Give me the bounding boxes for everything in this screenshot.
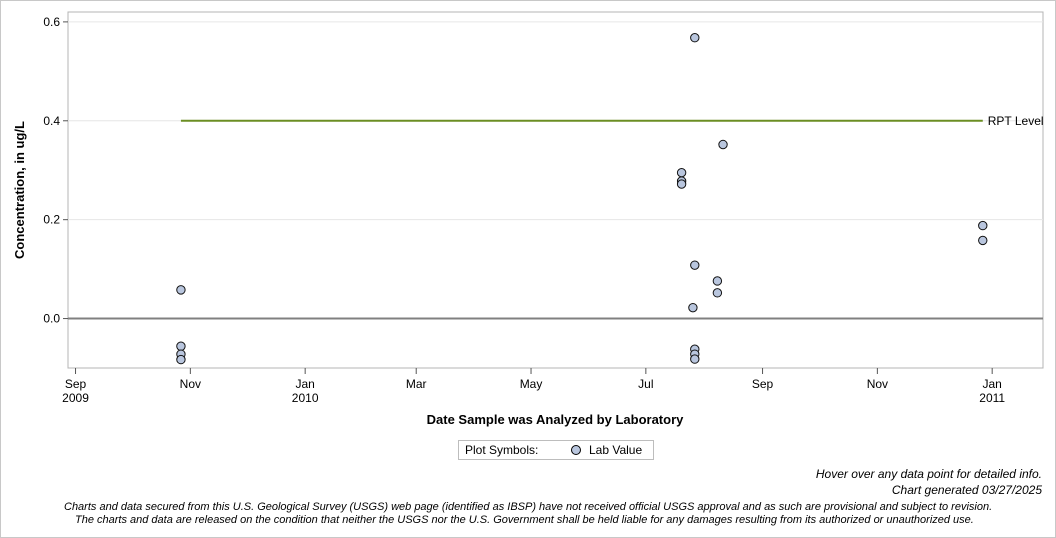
data-point	[978, 220, 988, 231]
generated-note: Chart generated 03/27/2025	[891, 483, 1042, 497]
x-tick-label: Jul	[638, 377, 653, 391]
data-point	[712, 276, 723, 286]
x-tick-label: Sep	[752, 377, 774, 391]
y-tick-label: 0.2	[43, 213, 60, 227]
data-point	[676, 167, 687, 178]
x-tick-label: Sep	[65, 377, 87, 391]
y-axis: 0.0 0.2 0.4 0.6	[43, 15, 68, 326]
disclaimer-line-2: The charts and data are released on the …	[75, 514, 974, 526]
data-point	[978, 235, 988, 246]
legend-marker-icon	[571, 445, 581, 455]
legend: Plot Symbols: Lab Value	[458, 440, 654, 460]
legend-title: Plot Symbols:	[465, 443, 539, 457]
legend-entry-lab-value: Lab Value	[589, 443, 643, 457]
x-tick-label: Nov	[180, 377, 201, 391]
data-point	[688, 302, 698, 313]
data-point	[676, 179, 687, 189]
y-tick-label: 0.4	[43, 114, 60, 128]
data-point	[690, 33, 700, 43]
data-point	[690, 260, 700, 270]
x-tick-label: Jan	[295, 377, 314, 391]
disclaimer-line-1: Charts and data secured from this U.S. G…	[64, 501, 993, 513]
reference-lines: RPT Level	[68, 114, 1044, 320]
x-axis-title: Date Sample was Analyzed by Laboratory	[427, 412, 684, 427]
data-point	[718, 139, 728, 150]
x-tick-label: Mar	[406, 377, 427, 391]
hover-note: Hover over any data point for detailed i…	[815, 467, 1042, 481]
plot-area	[67, 11, 1044, 369]
x-tick-label: May	[520, 377, 543, 391]
x-tick-year-label: 2009	[62, 391, 89, 405]
x-tick-year-label: 2011	[979, 391, 1005, 405]
data-points	[176, 33, 988, 365]
y-tick-label: 0.6	[43, 15, 60, 29]
x-tick-label: Jan	[982, 377, 1001, 391]
x-tick-year-label: 2010	[292, 391, 319, 405]
data-point	[690, 354, 700, 364]
data-point	[176, 285, 186, 295]
y-axis-title: Concentration, in ug/L	[12, 121, 27, 259]
x-tick-label: Nov	[867, 377, 888, 391]
y-tick-label: 0.0	[43, 312, 60, 326]
rpt-level-label: RPT Level	[988, 114, 1044, 128]
data-point	[712, 288, 723, 298]
data-point	[176, 341, 186, 351]
data-point	[176, 354, 186, 365]
